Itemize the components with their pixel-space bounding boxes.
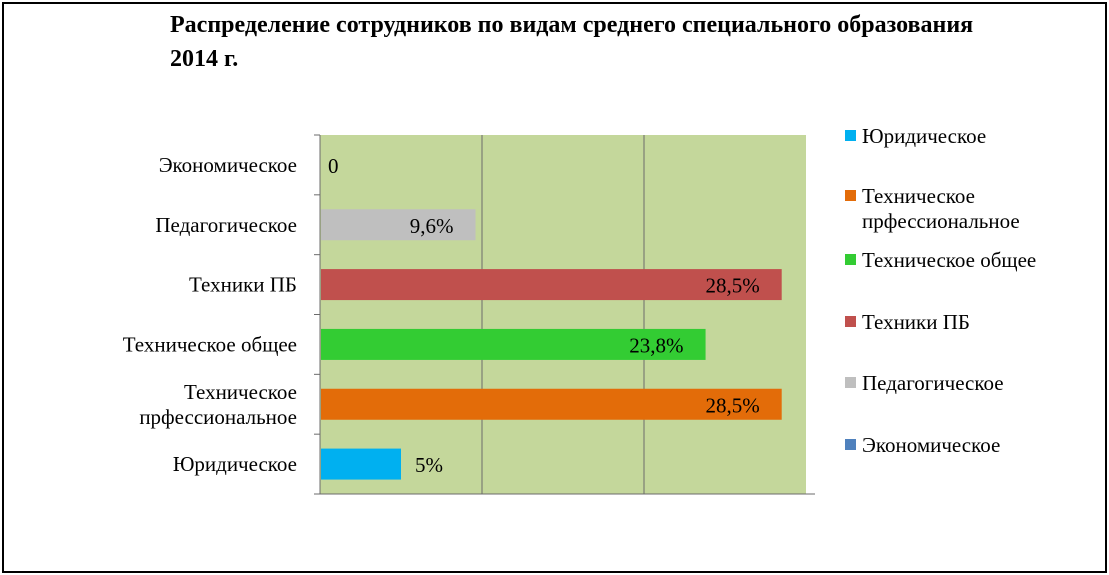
category-label: Техники ПБ — [189, 273, 297, 297]
category-label: Педагогическое — [155, 213, 297, 237]
legend-swatch — [845, 377, 856, 388]
legend-label: прфессиональное — [862, 209, 1020, 233]
bar-юридическое — [321, 448, 401, 480]
legend-swatch — [845, 254, 856, 265]
legend-label: Педагогическое — [862, 371, 1004, 395]
data-label: 9,6% — [410, 214, 454, 238]
legend-swatch — [845, 130, 856, 141]
bar-педагогическое — [321, 209, 476, 241]
category-label: Юридическое — [173, 452, 297, 476]
legend-label: Техническое — [862, 184, 975, 208]
data-labels: 5% 28,5% 23,8% 28,5% 9,6% 0 — [328, 154, 760, 477]
bar-техническое-прфессиональное — [321, 388, 782, 420]
legend-swatch — [845, 316, 856, 327]
bar-техники-пб — [321, 269, 782, 301]
legend-label: Юридическое — [862, 124, 986, 148]
data-label: 28,5% — [705, 393, 759, 417]
category-axis — [314, 134, 815, 495]
bar-техническое-общее — [321, 328, 706, 360]
bars — [321, 209, 782, 480]
legend-swatch — [845, 439, 856, 450]
data-label: 28,5% — [705, 274, 759, 298]
category-label: Техническое общее — [123, 332, 297, 356]
legend-label: Экономическое — [862, 433, 1000, 457]
gridlines — [481, 135, 645, 494]
legend-label: Техники ПБ — [862, 310, 970, 334]
legend-label: Техническое общее — [862, 248, 1036, 272]
chart-title: Распределение сотрудников по видам средн… — [170, 12, 974, 72]
plot-area — [320, 135, 806, 494]
data-label: 0 — [328, 154, 339, 178]
category-label: Экономическое — [159, 153, 297, 177]
data-label: 5% — [415, 453, 443, 477]
data-label: 23,8% — [629, 333, 683, 357]
legend-swatch — [845, 190, 856, 201]
category-label: прфессиональное — [139, 405, 297, 429]
category-label: Техническое — [184, 380, 297, 404]
